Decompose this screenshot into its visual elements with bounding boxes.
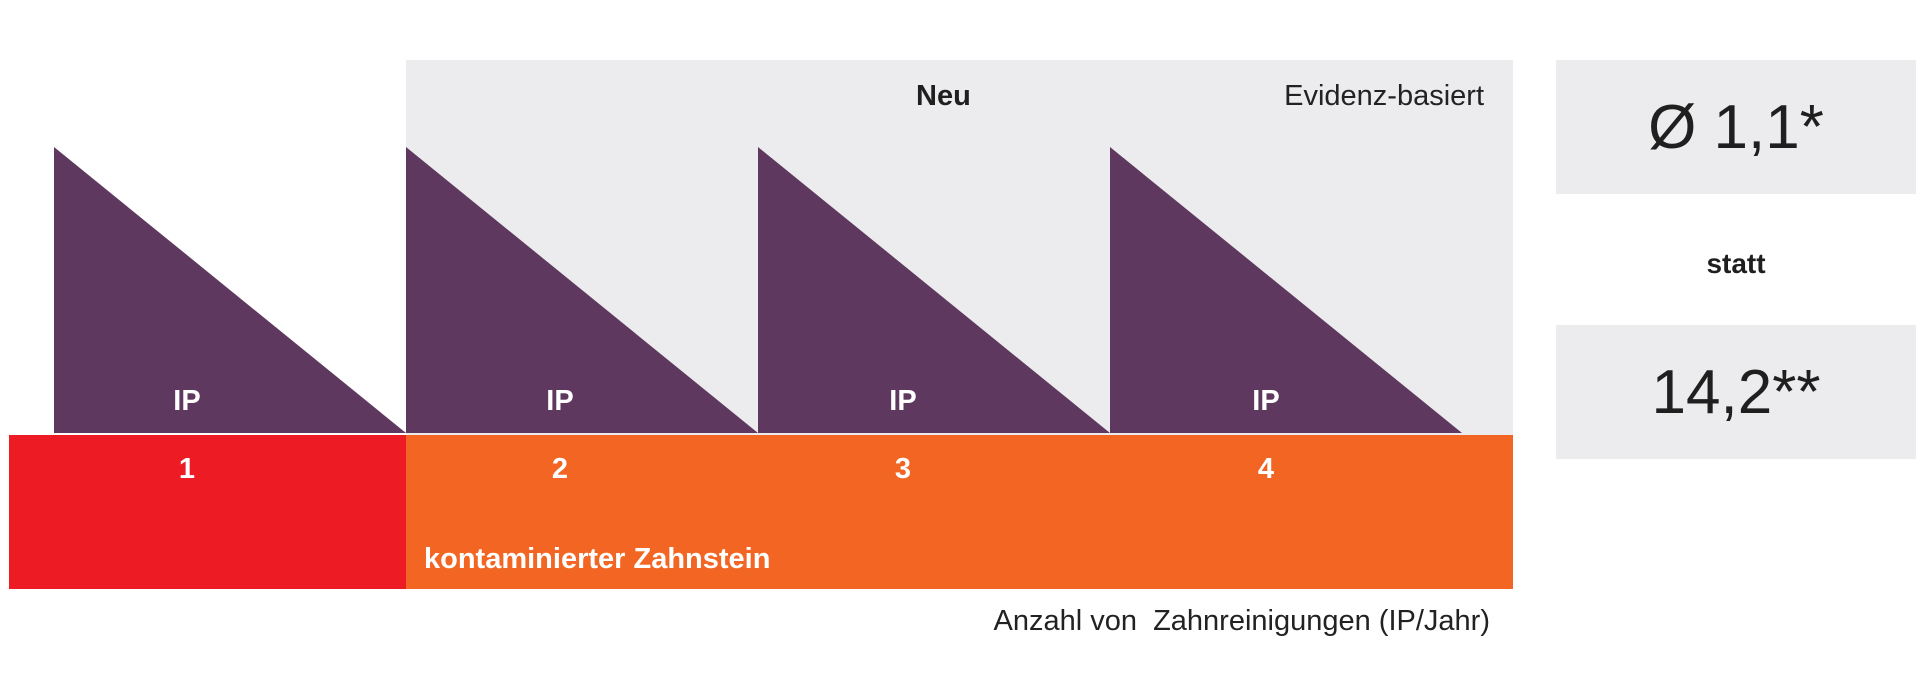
ip-label-3: IP	[889, 385, 917, 417]
first-cycle-bar	[9, 435, 407, 589]
ip-label-1: IP	[173, 385, 201, 417]
evidence-based-label: Evidenz-basiert	[1284, 80, 1484, 112]
axis-caption: Anzahl von Zahnreinigungen (IP/Jahr)	[993, 605, 1490, 637]
cycle-number-3: 3	[894, 453, 912, 485]
ip-triangle-2	[406, 147, 758, 433]
ip-label-4: IP	[1252, 385, 1280, 417]
new-frequency-box: Ø 1,1*	[1556, 60, 1916, 194]
contaminated-tartar-label: kontaminierter Zahnstein	[424, 543, 771, 575]
contaminated-tartar-bar	[406, 435, 1513, 589]
cycle-number-1: 1	[178, 453, 196, 485]
old-frequency-value: 14,2**	[1651, 357, 1821, 427]
cycle-number-2: 2	[551, 453, 569, 485]
new-frequency-value: Ø 1,1*	[1648, 92, 1824, 162]
cycle-number-4: 4	[1257, 453, 1275, 485]
instead-label: statt	[1706, 248, 1766, 279]
old-frequency-box: 14,2**	[1556, 325, 1916, 459]
ip-label-2: IP	[546, 385, 574, 417]
ip-triangle-4	[1110, 147, 1462, 433]
ip-triangle-1	[54, 147, 406, 433]
new-label: Neu	[916, 80, 971, 112]
ip-triangle-3	[758, 147, 1110, 433]
